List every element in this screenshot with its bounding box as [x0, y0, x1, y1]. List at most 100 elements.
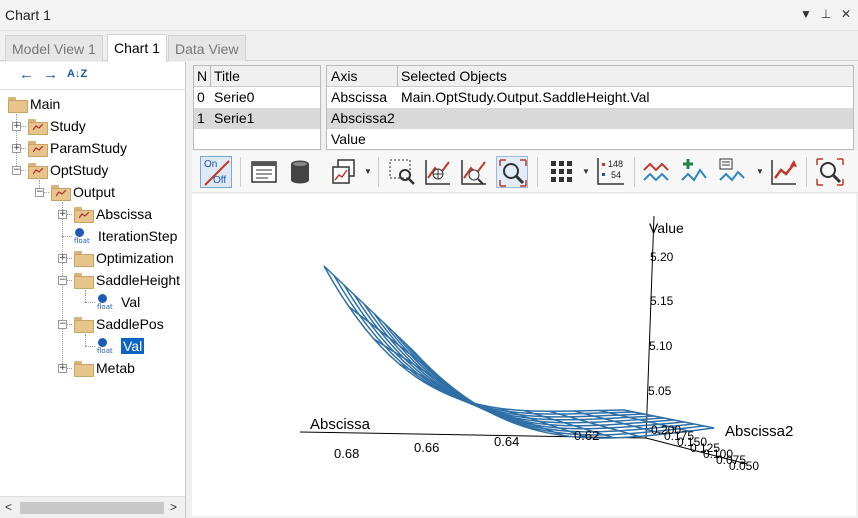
- window-pin-icon[interactable]: ⊥: [820, 7, 832, 21]
- tree-node-study[interactable]: Study: [28, 116, 86, 136]
- export-chart-button[interactable]: [768, 156, 800, 188]
- abscissa-tick: 0.68: [334, 446, 359, 461]
- value-tick: 5.20: [650, 250, 674, 264]
- forward-arrow-icon[interactable]: →: [43, 66, 58, 83]
- abscissa-tick: 0.64: [494, 434, 519, 449]
- expand-plus-icon[interactable]: +: [12, 122, 21, 131]
- tab-model-view-1[interactable]: Model View 1: [5, 35, 103, 61]
- axis-row[interactable]: Value: [327, 129, 853, 150]
- axis-name: Value: [331, 131, 366, 147]
- export-chart-icon: [768, 156, 800, 188]
- tree-node-saddleheight[interactable]: SaddleHeight: [74, 270, 180, 290]
- scroll-left-icon[interactable]: <: [5, 500, 12, 514]
- onoff-on-label: On: [204, 159, 217, 170]
- window-close-icon[interactable]: ✕: [840, 7, 852, 21]
- window-menu-icon[interactable]: ▼: [800, 7, 812, 21]
- magnify-button[interactable]: [496, 156, 528, 188]
- sort-az-icon[interactable]: A↓Z: [67, 68, 87, 80]
- collapse-minus-icon[interactable]: −: [58, 320, 67, 329]
- back-arrow-icon[interactable]: ←: [19, 66, 34, 83]
- series-title: Serie1: [214, 110, 254, 126]
- folder-chart-icon: [28, 119, 46, 133]
- collapse-minus-icon[interactable]: −: [35, 188, 44, 197]
- surface-plot: Value 5.20 5.15 5.10 5.05 Abscissa 0.68 …: [192, 194, 856, 516]
- header-title[interactable]: Title: [214, 68, 240, 84]
- tree-node-main[interactable]: Main: [8, 94, 60, 114]
- add-series-button[interactable]: [678, 156, 710, 188]
- folder-chart-icon: [28, 163, 46, 177]
- float-variable-icon: float: [74, 227, 94, 245]
- collapse-minus-icon[interactable]: −: [12, 166, 21, 175]
- axis-name: Abscissa2: [331, 110, 395, 126]
- series-style-button[interactable]: [640, 156, 672, 188]
- expand-plus-icon[interactable]: +: [58, 210, 67, 219]
- zoom-region-button[interactable]: [386, 156, 418, 188]
- data-labels-button[interactable]: 148 54: [594, 156, 626, 188]
- tree-node-paramstudy[interactable]: ParamStudy: [28, 138, 127, 158]
- expand-plus-icon[interactable]: +: [58, 254, 67, 263]
- collapse-minus-icon[interactable]: −: [58, 276, 67, 285]
- tree-node-saddlepos[interactable]: SaddlePos: [74, 314, 164, 334]
- onoff-toggle-button[interactable]: On Off: [200, 156, 232, 188]
- tree-node-label: Abscissa: [96, 206, 152, 222]
- dropdown-arrow-icon[interactable]: ▼: [582, 167, 590, 176]
- folder-chart-icon: [28, 141, 46, 155]
- series-n: 0: [197, 89, 205, 105]
- grid-button[interactable]: [546, 156, 578, 188]
- value-axis-label: Value: [649, 220, 684, 236]
- tree-node-label: SaddlePos: [96, 316, 164, 332]
- tree-node-label-selected: Val: [121, 338, 144, 354]
- database-button[interactable]: [284, 156, 316, 188]
- zoom-chart-button[interactable]: [458, 156, 490, 188]
- tree-node-iterationstep[interactable]: float IterationStep: [74, 226, 177, 246]
- tab-strip: Model View 1 Chart 1 Data View: [0, 33, 858, 61]
- series-row[interactable]: 0 Serie0: [194, 87, 320, 108]
- tree-node-label: SaddleHeight: [96, 272, 180, 288]
- tree-node-saddleheight-val[interactable]: float Val: [97, 292, 140, 312]
- scrollbar-thumb[interactable]: [20, 502, 164, 514]
- tree-node-label: OptStudy: [50, 162, 108, 178]
- header-n[interactable]: N: [197, 68, 207, 84]
- tab-chart-1[interactable]: Chart 1: [107, 34, 167, 62]
- axis-table-header: Axis Selected Objects: [327, 66, 853, 87]
- header-axis[interactable]: Axis: [331, 68, 357, 84]
- dropdown-arrow-icon[interactable]: ▼: [364, 167, 372, 176]
- series-properties-button[interactable]: [716, 156, 748, 188]
- header-selected-objects[interactable]: Selected Objects: [401, 68, 507, 84]
- scroll-right-icon[interactable]: >: [170, 500, 177, 514]
- folder-icon: [74, 273, 92, 287]
- tree-node-saddlepos-val[interactable]: float Val: [97, 336, 144, 356]
- chart-plot-area[interactable]: Value 5.20 5.15 5.10 5.05 Abscissa 0.68 …: [192, 194, 856, 516]
- value-tick: 5.05: [648, 384, 672, 398]
- tree-node-optimization[interactable]: Optimization: [74, 248, 174, 268]
- dropdown-arrow-icon[interactable]: ▼: [756, 167, 764, 176]
- copy-chart-icon: [328, 156, 360, 188]
- tree-node-label: Optimization: [96, 250, 174, 266]
- object-tree: ← → A↓Z Main + Study + ParamStudy − OptS…: [0, 62, 186, 518]
- folder-chart-icon: [51, 185, 69, 199]
- expand-plus-icon[interactable]: +: [12, 144, 21, 153]
- tree-horizontal-scrollbar[interactable]: < >: [0, 496, 185, 518]
- pan-chart-button[interactable]: [422, 156, 454, 188]
- tree-node-output[interactable]: Output: [51, 182, 115, 202]
- add-series-icon: [678, 156, 710, 188]
- folder-chart-icon: [74, 207, 92, 221]
- axis-row-selected[interactable]: Abscissa2: [327, 108, 853, 129]
- tree-node-label: Val: [121, 294, 140, 310]
- chart-toolbar: On Off ▼ ▼ 148 54 ▼: [192, 151, 858, 193]
- mesh-line: [324, 266, 624, 411]
- tree-node-metab[interactable]: Metab: [74, 358, 135, 378]
- tree-node-label: Main: [30, 96, 60, 112]
- tree-node-abscissa[interactable]: Abscissa: [74, 204, 152, 224]
- fit-view-button[interactable]: [814, 156, 846, 188]
- tree-node-optstudy[interactable]: OptStudy: [28, 160, 108, 180]
- magnify-icon: [497, 157, 529, 189]
- series-row-selected[interactable]: 1 Serie1: [194, 108, 320, 129]
- expand-plus-icon[interactable]: +: [58, 364, 67, 373]
- database-icon: [284, 156, 316, 188]
- axis-row[interactable]: Abscissa Main.OptStudy.Output.SaddleHeig…: [327, 87, 853, 108]
- tab-data-view[interactable]: Data View: [168, 35, 246, 61]
- zoom-chart-icon: [458, 156, 490, 188]
- properties-window-button[interactable]: [248, 156, 280, 188]
- copy-chart-button[interactable]: [328, 156, 360, 188]
